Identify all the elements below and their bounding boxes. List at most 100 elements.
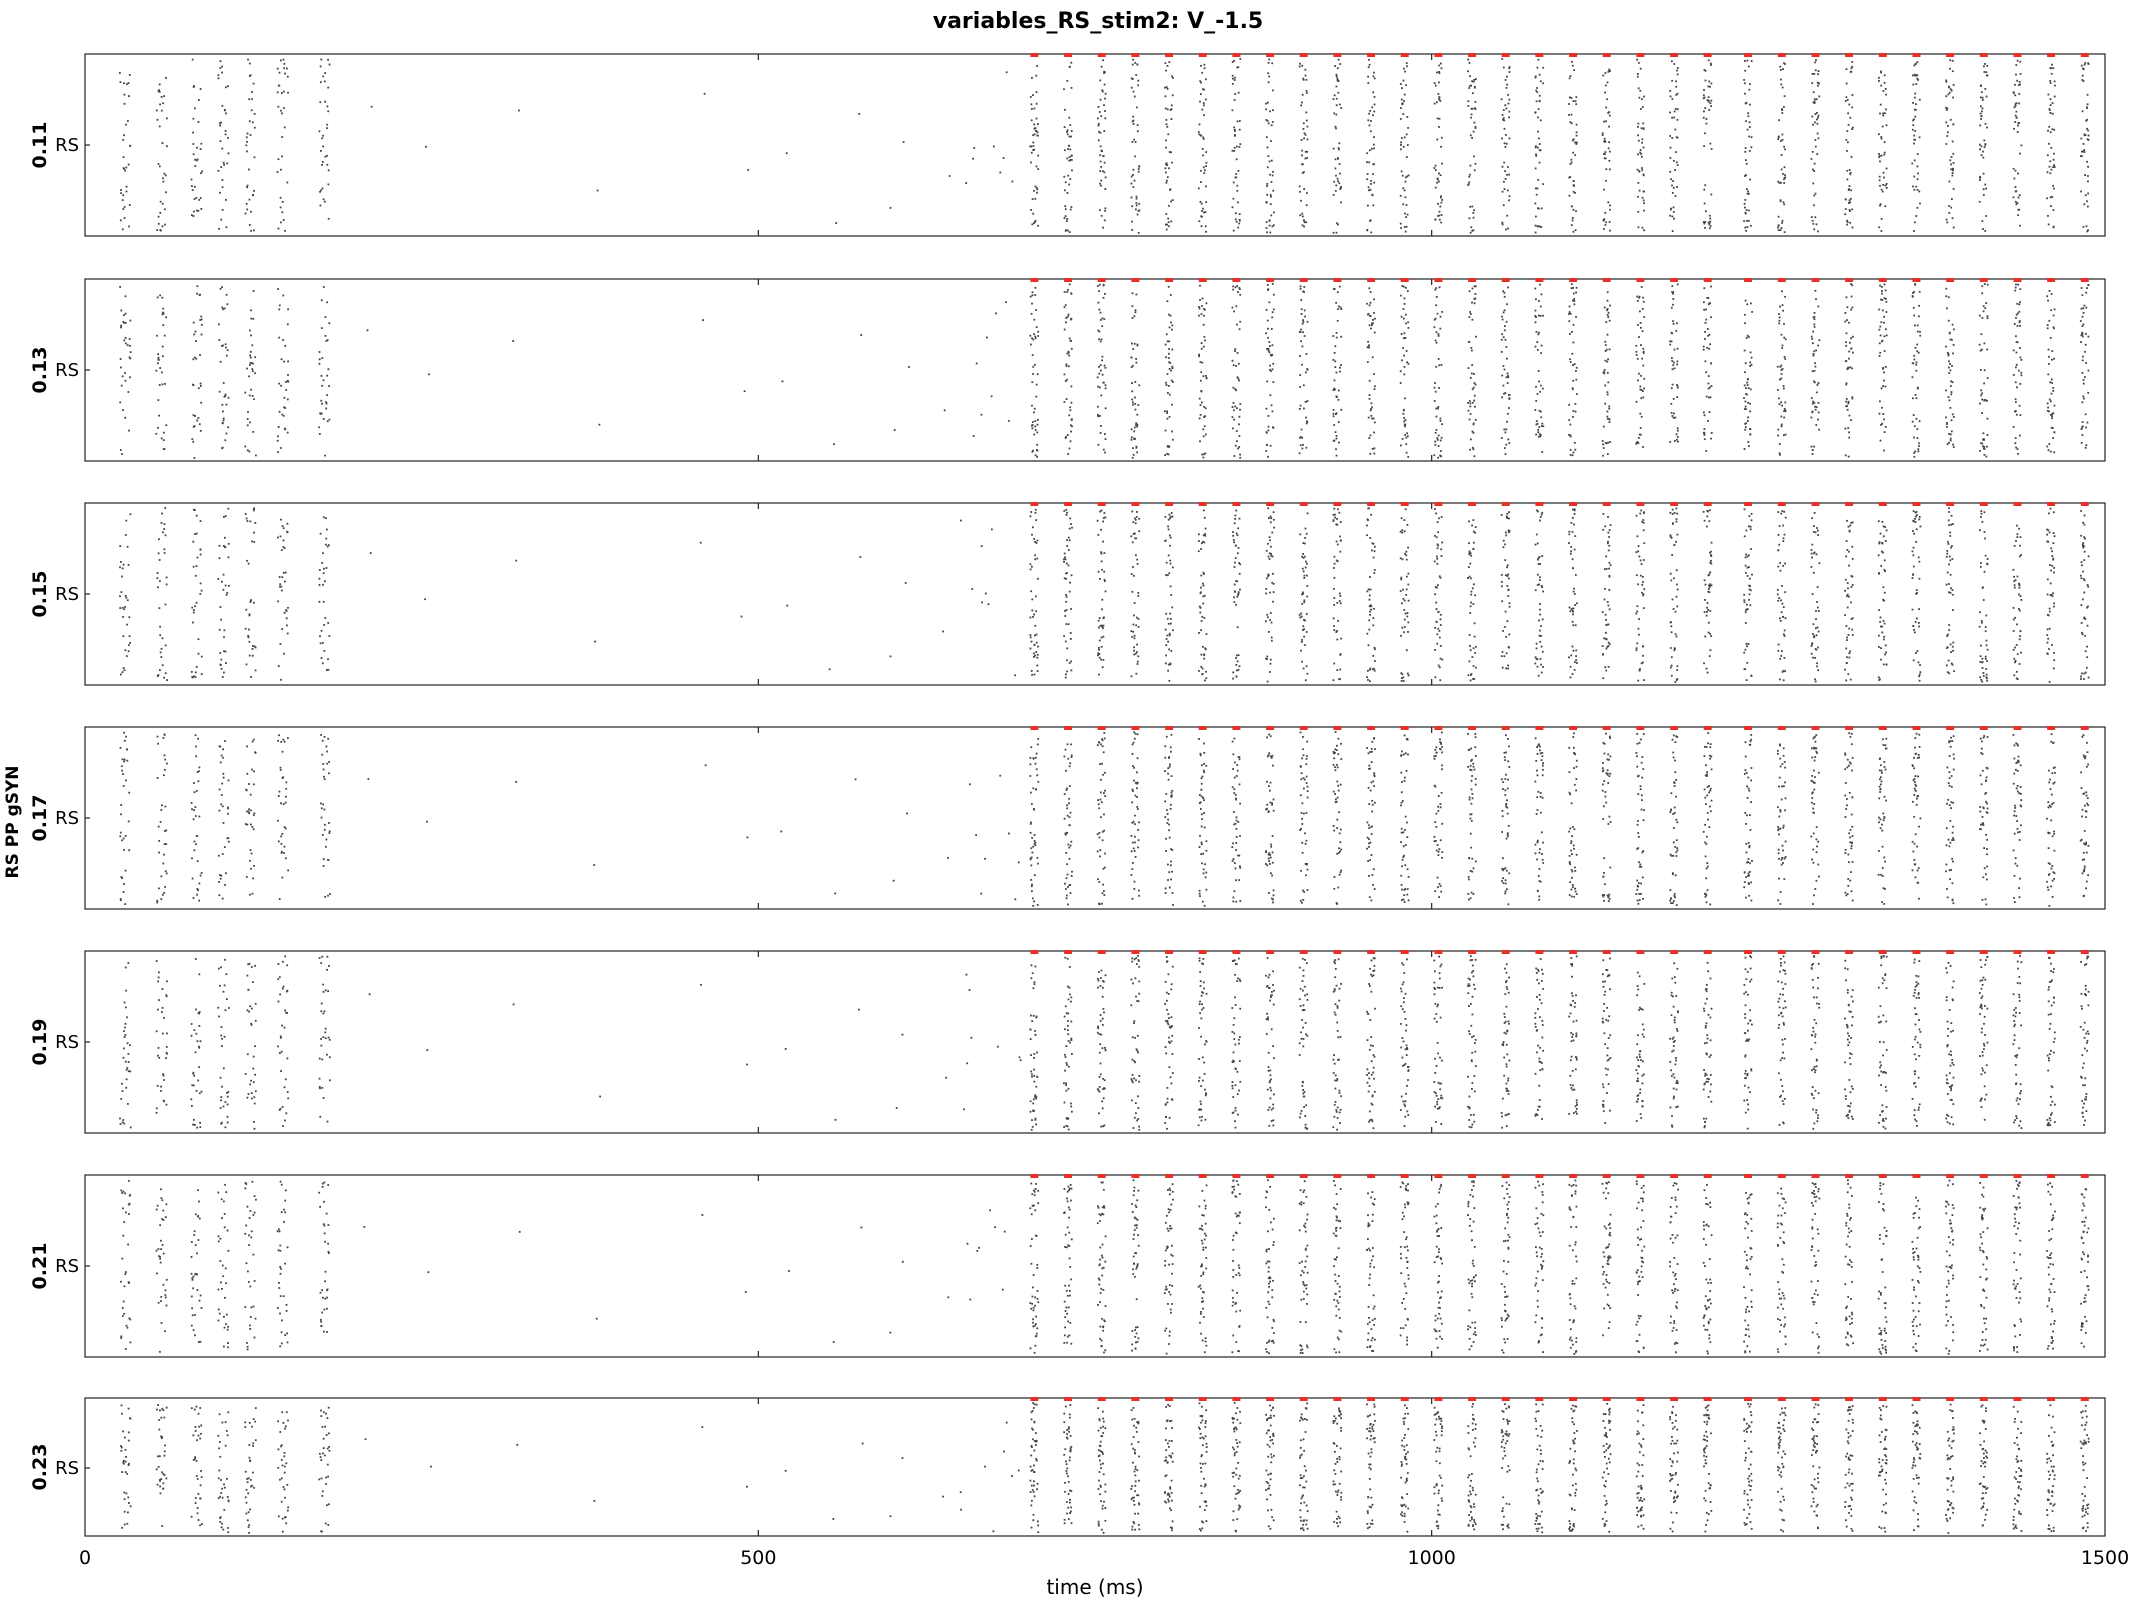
spike-dot [195, 565, 198, 567]
spike-dot [2086, 287, 2088, 289]
spike-dot [1437, 333, 1440, 335]
spike-dot [1504, 543, 1506, 546]
spike-dot [1748, 150, 1751, 152]
spike-dot [2081, 331, 2083, 334]
spike-dot [1370, 120, 1372, 122]
spike-dot [1710, 193, 1713, 196]
spike-dot [2016, 448, 2019, 450]
spike-dot [1777, 511, 1780, 513]
spike-dot [1301, 555, 1303, 558]
spike-dot [1134, 537, 1137, 540]
spike-dot [1851, 226, 1854, 229]
spike-dot [1848, 188, 1850, 190]
spike-dot [1536, 509, 1538, 512]
spike-dot [1200, 591, 1202, 594]
spike-dot [1238, 213, 1241, 215]
spike-dot [319, 532, 322, 535]
spike-dot [1232, 402, 1235, 404]
spike-dot [1134, 381, 1137, 383]
spike-dot [2047, 406, 2049, 409]
spike-dot [366, 329, 369, 332]
spike-dot [1167, 518, 1170, 521]
spike-dot [1539, 629, 1541, 632]
spike-dot [245, 202, 248, 205]
spike-dot [1268, 58, 1271, 61]
spike-dot [1366, 229, 1369, 232]
spike-dot [1781, 109, 1784, 111]
spike-dot [124, 649, 127, 652]
spike-dot [1034, 634, 1036, 637]
spike-dot [1915, 369, 1918, 372]
spike-dot [1441, 199, 1444, 201]
spike-dot [1540, 207, 1543, 210]
spike-dot [1913, 230, 1915, 232]
spike-dot [1232, 427, 1234, 430]
spike-dot [1474, 526, 1477, 528]
spike-dot [2080, 441, 2083, 444]
spike-dot [1366, 590, 1369, 593]
spike-dot [1235, 389, 1237, 392]
spike-dot [1709, 583, 1712, 586]
spike-dot [1301, 447, 1304, 450]
spike-dot [326, 420, 329, 423]
spike-dot [199, 553, 202, 556]
spike-dot [1204, 98, 1207, 101]
spike-dot [277, 536, 279, 539]
spike-dot [1305, 560, 1307, 563]
spike-dot [1671, 357, 1673, 359]
spike-dot [1435, 304, 1438, 307]
spike-dot [1748, 525, 1750, 528]
spike-dot [1781, 344, 1784, 347]
spike-dot [1501, 137, 1503, 140]
stimulus-marker [1535, 278, 1544, 282]
spike-dot [1707, 631, 1710, 634]
spike-dot [1916, 206, 1919, 209]
spike-dot [1032, 134, 1034, 137]
spike-dot [1642, 529, 1645, 532]
spike-dot [1573, 300, 1576, 302]
spike-dot [1036, 373, 1039, 376]
spike-dot [2053, 80, 2056, 83]
spike-dot [1746, 128, 1749, 131]
spike-dot [1435, 407, 1438, 410]
spike-dot [1034, 363, 1036, 366]
spike-dot [1234, 286, 1237, 289]
spike-dot [157, 222, 160, 225]
spike-dot [196, 419, 199, 422]
spike-dot [1508, 577, 1510, 580]
spike-dot [1537, 370, 1540, 372]
spike-dot [1136, 413, 1139, 416]
spike-dot [1068, 183, 1070, 186]
spike-dot [1783, 95, 1786, 97]
spike-dot [1502, 336, 1505, 339]
spike-dot [1469, 562, 1472, 565]
spike-dot [279, 196, 282, 199]
spike-dot [1238, 572, 1241, 575]
spike-dot [1233, 59, 1236, 62]
spike-dot [1951, 59, 1954, 62]
spike-dot [1171, 606, 1174, 609]
spike-dot [1233, 455, 1236, 457]
spike-dot [1064, 108, 1066, 111]
spike-dot [1299, 404, 1302, 407]
spike-dot [859, 556, 862, 558]
spike-dot [1335, 371, 1338, 374]
spike-dot [282, 219, 285, 221]
spike-dot [194, 158, 196, 161]
spike-dot [1473, 79, 1476, 81]
spike-dot [1919, 334, 1922, 337]
spike-dot [1747, 115, 1750, 118]
spike-dot [249, 601, 252, 603]
spike-dot [1338, 592, 1341, 595]
spike-dot [1368, 149, 1371, 152]
spike-dot [1406, 432, 1408, 435]
spike-dot [1676, 363, 1679, 366]
spike-dot [1702, 116, 1705, 119]
spike-dot [1064, 640, 1067, 643]
spike-dot [1270, 181, 1273, 183]
spike-dot [1642, 519, 1645, 521]
spike-dot [1034, 337, 1037, 340]
spike-dot [1536, 665, 1539, 668]
spike-dot [1304, 537, 1306, 539]
spike-dot [1880, 218, 1883, 220]
